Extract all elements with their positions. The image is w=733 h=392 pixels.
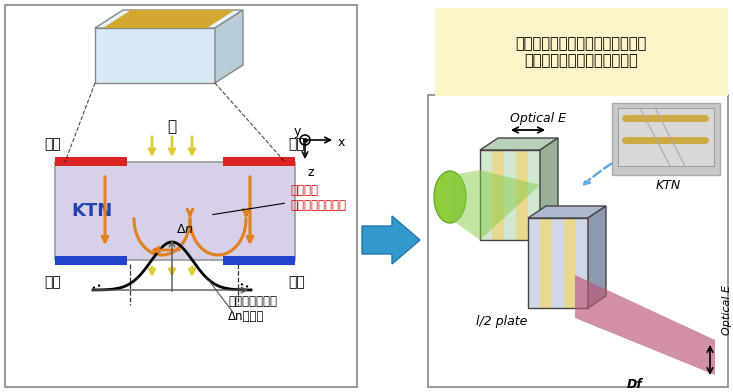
FancyBboxPatch shape [516,150,528,240]
Text: 窓領域で
広がっている電界: 窓領域で 広がっている電界 [213,184,346,214]
Polygon shape [480,138,558,150]
Text: x: x [338,136,345,149]
Text: l/2 plate: l/2 plate [476,316,528,328]
FancyBboxPatch shape [5,5,357,387]
FancyBboxPatch shape [576,218,588,308]
FancyBboxPatch shape [552,218,564,308]
FancyBboxPatch shape [435,8,728,96]
Polygon shape [588,206,606,308]
FancyBboxPatch shape [55,162,295,260]
Text: y: y [293,125,301,138]
FancyBboxPatch shape [480,150,492,240]
FancyBboxPatch shape [528,218,540,308]
Text: 陽極: 陽極 [289,137,306,151]
FancyBboxPatch shape [492,150,504,240]
FancyBboxPatch shape [612,103,720,175]
FancyBboxPatch shape [618,108,714,166]
Ellipse shape [434,171,466,223]
FancyBboxPatch shape [428,95,728,387]
FancyBboxPatch shape [55,157,127,166]
Polygon shape [575,275,715,375]
Text: KTN: KTN [655,178,681,192]
Polygon shape [528,206,606,218]
Text: z: z [307,166,314,179]
FancyBboxPatch shape [564,218,576,308]
FancyBboxPatch shape [55,256,127,265]
FancyBboxPatch shape [223,157,295,166]
FancyBboxPatch shape [223,256,295,265]
FancyBboxPatch shape [504,150,516,240]
Text: Optical E: Optical E [722,285,732,335]
Polygon shape [95,10,243,28]
Text: 一対のシリンダー形状のレンズが
円形の可変焦点レンズを形成: 一対のシリンダー形状のレンズが 円形の可変焦点レンズを形成 [515,36,647,68]
Polygon shape [362,216,420,264]
Polygon shape [452,170,540,240]
Polygon shape [540,138,558,240]
FancyBboxPatch shape [528,150,540,240]
Text: 電極のそばでは
Δnは低い: 電極のそばでは Δnは低い [228,295,277,323]
Text: 陰極: 陰極 [45,275,62,289]
FancyBboxPatch shape [540,218,552,308]
Text: Optical E: Optical E [510,111,566,125]
Polygon shape [103,10,235,28]
Text: 光: 光 [167,120,177,134]
Text: 陰極: 陰極 [289,275,306,289]
Polygon shape [215,10,243,83]
FancyBboxPatch shape [95,28,215,83]
Text: KTN: KTN [71,202,112,220]
Text: 陽極: 陽極 [45,137,62,151]
Text: $\Delta n$: $\Delta n$ [176,223,194,236]
Text: Df: Df [627,377,643,390]
